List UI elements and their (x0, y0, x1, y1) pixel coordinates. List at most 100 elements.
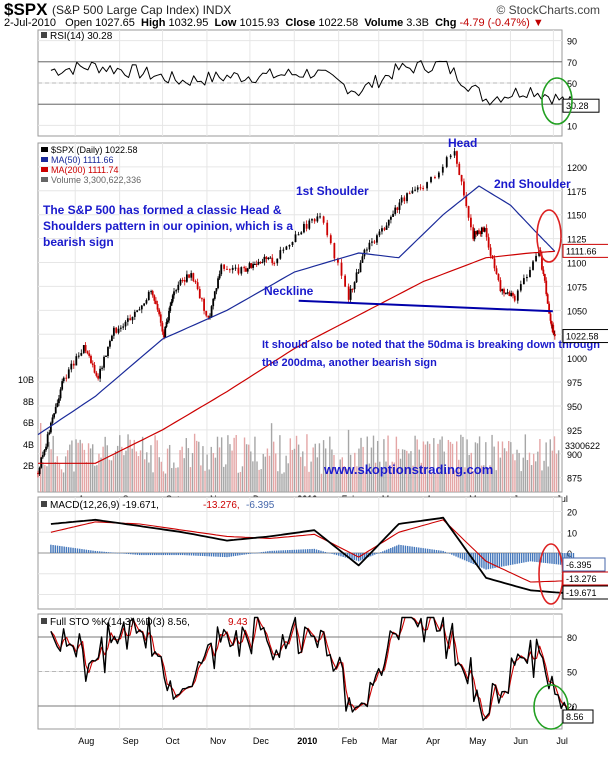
volume-bar (324, 448, 327, 492)
volume-bar (216, 436, 219, 492)
volume-bar (316, 457, 319, 492)
volume-bar (410, 451, 412, 492)
macd-histogram-bar (520, 553, 523, 563)
macd-histogram-bar (542, 553, 545, 563)
volume-bar (210, 446, 212, 492)
macd-histogram-bar (201, 553, 204, 557)
price-candle-body (91, 363, 94, 365)
volume-bar (501, 441, 504, 492)
volume-bar (220, 437, 223, 492)
volume-bar (214, 457, 217, 492)
price-candle-body (414, 189, 416, 191)
macd-histogram-bar (65, 546, 68, 553)
volume-bar (123, 455, 125, 492)
macd-histogram-bar (141, 553, 143, 556)
macd-histogram-bar (453, 553, 455, 556)
price-candle-body (529, 269, 531, 277)
macd-histogram-bar (147, 553, 149, 556)
volume-bar (73, 471, 75, 492)
price-candle-body (49, 422, 52, 433)
price-candle-body (322, 216, 325, 223)
price-candle-body (101, 367, 103, 369)
price-candle-body (535, 255, 537, 262)
annotation-head: Head (448, 136, 477, 150)
price-candle-body (478, 230, 480, 232)
macd-histogram-bar (349, 553, 351, 559)
volume-bar (270, 423, 273, 492)
macd-histogram-bar (372, 553, 374, 556)
macd-last-signal-box (562, 571, 608, 586)
price-candle-body (483, 228, 486, 232)
volume-bar (516, 449, 518, 492)
price-legend-swatch (41, 157, 48, 162)
volume-bar (522, 457, 524, 492)
volume-bar (77, 442, 79, 492)
price-candle-body (416, 187, 419, 190)
price-candle-body (508, 292, 511, 296)
macd-histogram-bar (169, 553, 171, 556)
macd-histogram-bar (206, 553, 208, 557)
price-candle-body (138, 309, 141, 311)
volume-bar (404, 449, 406, 492)
price-candle-body (400, 197, 403, 203)
price-candle-body (82, 345, 85, 353)
price-candle-body (499, 280, 502, 292)
macd-histogram-bar (404, 545, 407, 553)
volume-bar (198, 441, 200, 492)
macd-histogram-bar (402, 545, 404, 553)
macd-histogram-bar (52, 545, 54, 553)
volume-bar (146, 452, 148, 492)
volume-bar (364, 472, 366, 492)
price-candle-body (147, 291, 150, 301)
macd-histogram-bar (315, 549, 318, 553)
volume-bar (173, 462, 175, 492)
volume-bar (337, 473, 339, 492)
volume-bar (347, 429, 350, 492)
volume-bar (62, 472, 65, 492)
macd-histogram-bar (179, 553, 182, 556)
price-candle-body (329, 235, 332, 244)
price-candle-body (510, 293, 513, 296)
macd-histogram-bar (413, 546, 416, 553)
volume-bar (150, 445, 152, 492)
macd-signal-line (50, 519, 574, 583)
x-tick-label-sto: Oct (166, 736, 181, 746)
volume-bar (225, 464, 227, 492)
volume-bar (272, 441, 275, 492)
volume-bar (453, 470, 456, 492)
volume-bar (241, 466, 244, 492)
price-legend (41, 147, 48, 182)
price-candle-body (212, 298, 215, 307)
macd-histogram-bar (81, 549, 83, 553)
price-candle-body (59, 389, 62, 399)
macd-histogram-bar (153, 553, 156, 556)
volume-bar (424, 444, 427, 492)
macd-histogram-bar (243, 553, 245, 555)
price-candle-body (243, 267, 246, 269)
volume-bar (92, 444, 94, 492)
macd-histogram-bar (322, 551, 324, 553)
price-candle-body (546, 294, 549, 304)
volume-bar (223, 466, 225, 492)
macd-histogram-bar (262, 551, 265, 553)
volume-bar (555, 453, 558, 492)
macd-histogram-bar (426, 548, 429, 553)
price-candle-body (129, 318, 132, 321)
open-label: Open (65, 17, 93, 29)
price-candle-body (156, 303, 159, 310)
description-text: (S&P 500 Large Cap Index) (52, 3, 200, 17)
macd-histogram-bar (512, 553, 514, 565)
price-candle-body (297, 234, 300, 236)
volume-bar (94, 465, 96, 492)
volume-bar (254, 436, 256, 492)
volume-bar (185, 438, 187, 492)
macd-legend-hist: -6.395 (246, 500, 275, 511)
macd-histogram-bar (247, 553, 250, 555)
macd-histogram-bar (338, 553, 340, 556)
price-candle-body (319, 216, 321, 218)
price-candle-body (58, 398, 60, 404)
volume-bar (46, 466, 48, 492)
volume-bar (331, 449, 333, 492)
volume-bar (189, 467, 192, 492)
price-candle-body (215, 288, 218, 292)
